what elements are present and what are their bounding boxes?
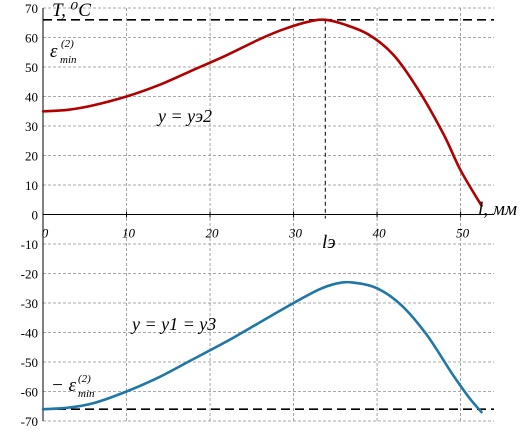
y-tick-label: 70 (25, 1, 38, 16)
y-tick-label: -70 (21, 414, 38, 429)
x-tick-label: 0 (42, 226, 49, 241)
svg-text:(2): (2) (78, 373, 91, 385)
series-line-top (41, 18, 483, 207)
svg-text:− ε: − ε (51, 375, 77, 396)
x-tick-label: 40 (373, 226, 387, 241)
l-e-label: lэ (322, 232, 336, 253)
y-tick-label: -30 (21, 296, 38, 311)
x-tick-label: 20 (206, 226, 220, 241)
curve-bottom-label: y = y1 = y3 (130, 314, 216, 334)
y-tick-label: -10 (21, 237, 38, 252)
x-tick-label: 50 (456, 226, 470, 241)
x-tick-labels: 0 10 20 30 40 50 (42, 226, 470, 241)
series-line-bottom (41, 280, 483, 414)
curve-top-label: y = yэ2 (156, 106, 212, 126)
y-tick-label: 60 (25, 31, 38, 46)
y-tick-label: -40 (21, 326, 38, 341)
svg-text:ε: ε (50, 41, 58, 62)
y-tick-label: 20 (25, 149, 38, 164)
svg-text:min: min (60, 54, 77, 66)
y-tick-label: 30 (25, 119, 38, 134)
y-tick-label: 50 (25, 60, 38, 75)
reference-lines (43, 18, 494, 411)
y-tick-label: 0 (32, 208, 39, 223)
y-axis-title: T, ⁰C (52, 0, 91, 21)
y-tick-label: 10 (25, 178, 38, 193)
svg-text:min: min (78, 388, 95, 400)
series (41, 18, 483, 414)
x-tick-label: 10 (122, 226, 136, 241)
y-tick-labels: 70 60 50 40 30 20 10 0 -10 -20 -30 -40 -50 -60 -70 (21, 1, 38, 429)
y-tick-label: 40 (25, 90, 38, 105)
eps-min-label: ε (2) min (50, 38, 77, 66)
svg-text:(2): (2) (61, 38, 74, 50)
x-axis-title: l, мм (478, 199, 517, 220)
y-tick-label: -60 (21, 385, 38, 400)
y-tick-label: -50 (21, 355, 38, 370)
neg-eps-min-label: − ε (2) min (51, 373, 95, 400)
axes (42, 8, 494, 421)
x-tick-label: 30 (288, 226, 303, 241)
y-tick-label: -20 (21, 267, 38, 282)
